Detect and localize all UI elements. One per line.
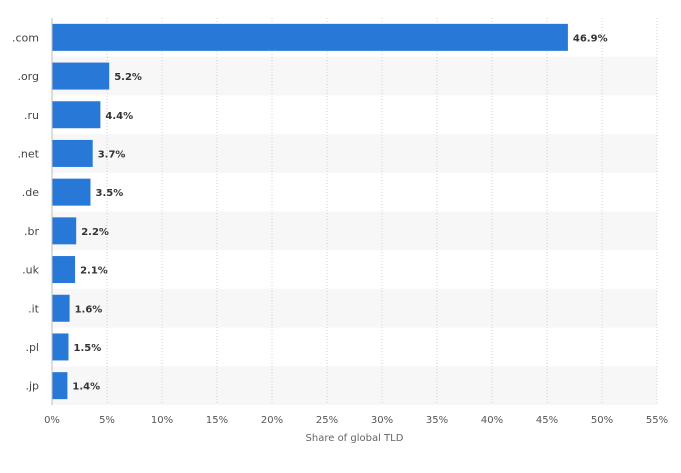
bar[interactable]: [52, 256, 76, 284]
x-tick-label: 55%: [646, 415, 668, 426]
x-tick-label: 0%: [44, 415, 60, 426]
data-label: 1.4%: [72, 382, 100, 393]
x-tick-label: 45%: [536, 415, 558, 426]
category-label: .it: [28, 302, 40, 315]
x-tick-labels: 0% 5% 10% 15% 20% 25% 30% 35% 40% 45% 50% 55%: [44, 415, 668, 426]
bar[interactable]: [52, 294, 70, 322]
category-label: .pl: [25, 341, 39, 354]
bar[interactable]: [52, 333, 69, 361]
bars: [52, 23, 568, 400]
x-tick-label: 15%: [206, 415, 228, 426]
data-label: 3.7%: [98, 149, 126, 160]
row-bands: [52, 56, 657, 405]
data-label: 1.5%: [74, 343, 102, 354]
row-band: [52, 366, 657, 405]
row-band: [52, 211, 657, 251]
bar[interactable]: [52, 139, 93, 167]
row-band: [52, 56, 657, 96]
category-label: .jp: [25, 380, 39, 393]
row-band: [52, 288, 657, 328]
x-tick-label: 10%: [151, 415, 173, 426]
x-tick-label: 20%: [261, 415, 283, 426]
bar[interactable]: [52, 372, 68, 400]
x-tick-label: 35%: [426, 415, 448, 426]
data-label: 5.2%: [114, 72, 142, 83]
bar[interactable]: [52, 178, 91, 206]
category-label: .com: [12, 31, 39, 44]
bar[interactable]: [52, 101, 101, 129]
x-tick-label: 30%: [371, 415, 393, 426]
category-label: .org: [17, 70, 39, 83]
bar[interactable]: [52, 62, 110, 90]
data-label: 3.5%: [96, 188, 124, 199]
data-label: 2.2%: [81, 227, 109, 238]
category-label: .de: [22, 186, 39, 199]
x-tick-label: 40%: [481, 415, 503, 426]
category-label: .net: [17, 147, 39, 160]
x-tick-label: 50%: [591, 415, 613, 426]
data-label: 46.9%: [573, 33, 608, 44]
data-label: 4.4%: [105, 111, 133, 122]
row-band: [52, 134, 657, 173]
category-label: .uk: [22, 264, 39, 277]
x-tick-label: 5%: [99, 415, 115, 426]
category-labels: .com .org .ru .net .de .br .uk .it .pl .jp: [12, 31, 40, 392]
data-labels: 46.9% 5.2% 4.4% 3.7% 3.5% 2.2% 2.1% 1.6% 1.5% 1.4…: [72, 33, 607, 392]
bar[interactable]: [52, 23, 568, 51]
data-label: 1.6%: [75, 304, 103, 315]
category-label: .ru: [24, 109, 39, 122]
category-label: .br: [24, 225, 39, 238]
x-axis-title: Share of global TLD: [306, 433, 404, 444]
data-label: 2.1%: [80, 266, 108, 277]
x-tick-label: 25%: [316, 415, 338, 426]
bar[interactable]: [52, 217, 77, 245]
